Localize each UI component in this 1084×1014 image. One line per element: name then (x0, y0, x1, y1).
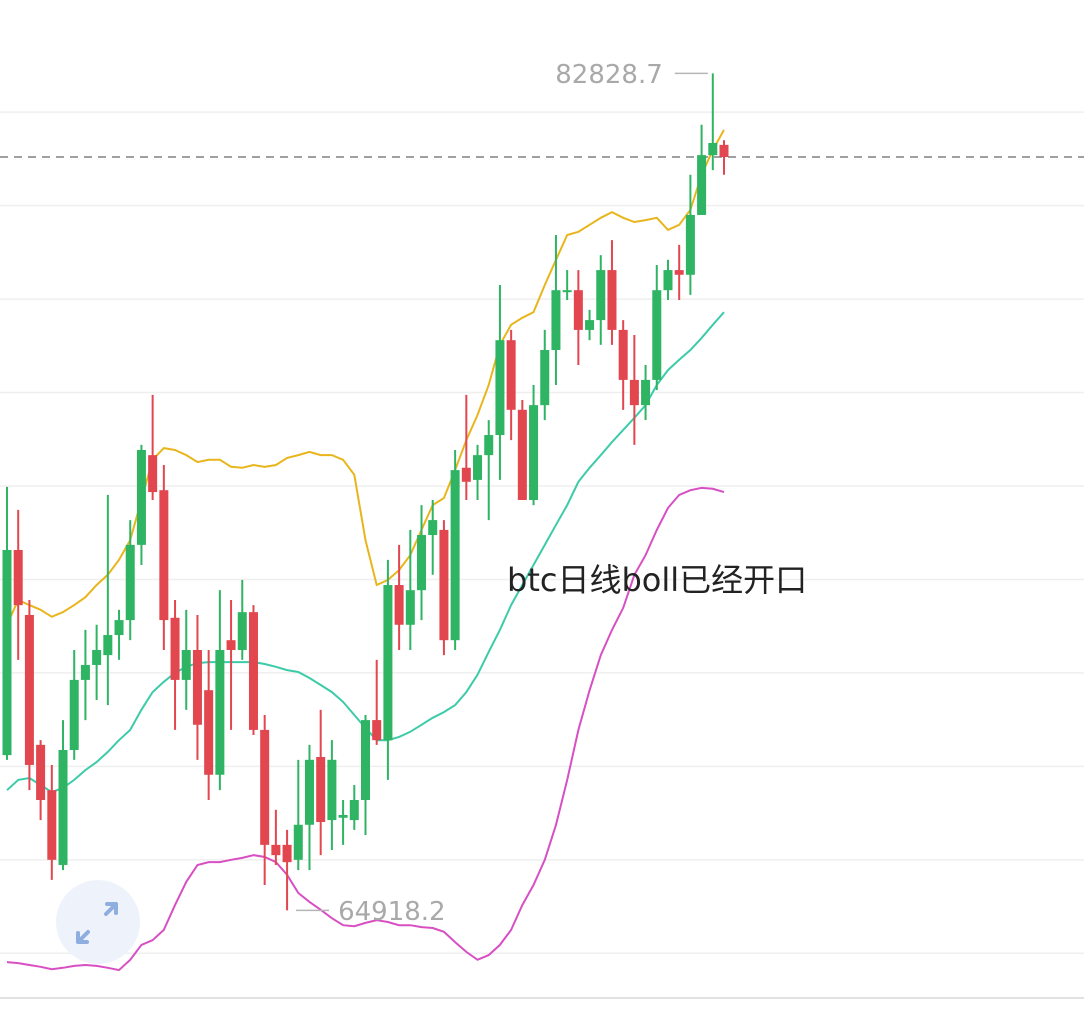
candle-body (405, 590, 415, 625)
zoom-button-bg[interactable] (56, 880, 140, 964)
candle-body (260, 729, 270, 845)
candle-body (114, 620, 124, 636)
candle-body (562, 290, 572, 293)
candle-body (282, 844, 292, 863)
labels: 82828.7 64918.2 (296, 60, 708, 927)
candle-body (641, 379, 651, 406)
low-label: 64918.2 (338, 897, 446, 927)
candle-body (428, 520, 438, 536)
candle-body (349, 800, 359, 821)
candle-body (607, 270, 617, 330)
high-label: 82828.7 (555, 60, 663, 90)
candle-body (529, 405, 539, 500)
candle-body (450, 470, 460, 641)
candle-body (36, 744, 46, 800)
candle-body (192, 650, 202, 725)
candle-body (585, 320, 595, 330)
candle-body (338, 814, 348, 818)
candle-body (181, 650, 191, 680)
candle-body (237, 612, 247, 650)
zoom-icon[interactable] (76, 902, 118, 944)
candle-body (170, 617, 180, 680)
candle-body (540, 350, 550, 406)
candle-body (719, 144, 729, 158)
candle-body (674, 270, 684, 275)
candle-body (417, 535, 427, 591)
candle-body (13, 550, 23, 606)
candle-body (204, 690, 214, 775)
candle-body (685, 214, 695, 275)
candle-body (58, 750, 68, 865)
candle-body (618, 329, 628, 380)
candle-body (439, 529, 449, 641)
candle-body (484, 435, 494, 456)
candle-body (293, 824, 303, 860)
candle-body (372, 720, 382, 741)
candle-body (69, 679, 79, 750)
candle-body (316, 757, 326, 822)
candle-body (596, 270, 606, 321)
candle-body (304, 759, 314, 825)
candle-body (573, 290, 583, 330)
candle-body (383, 585, 393, 741)
candle-body (136, 450, 146, 545)
candle-body (697, 155, 707, 215)
candle-body (495, 340, 505, 436)
candle-body (473, 455, 483, 480)
candle-body (47, 790, 57, 860)
candle-body (461, 467, 471, 482)
candle-body (361, 720, 370, 800)
candle-body (506, 340, 516, 410)
candle-body (80, 664, 90, 680)
candle-body (2, 550, 12, 756)
band-line (6, 486, 725, 972)
candle-body (103, 635, 113, 656)
candle-body (551, 290, 561, 350)
candle-body (629, 379, 639, 406)
zoom-button[interactable] (56, 880, 140, 964)
candle-body (92, 650, 102, 665)
candle-body (125, 544, 135, 621)
annotation: btc日线boll已经开口 (507, 561, 807, 599)
grid (0, 111, 1084, 955)
candle-body (517, 409, 527, 500)
candle-body (226, 640, 236, 650)
candle-body (663, 270, 673, 291)
candle-body (24, 614, 34, 765)
candle-body (652, 290, 662, 380)
candles (2, 73, 729, 911)
candle-body (159, 490, 169, 621)
candle-body (248, 612, 258, 730)
candle-body (215, 650, 225, 775)
candle-body (271, 844, 281, 856)
candle-body (327, 759, 337, 821)
candle-body (394, 585, 404, 625)
candle-body (148, 455, 158, 493)
candle-body (708, 142, 718, 156)
